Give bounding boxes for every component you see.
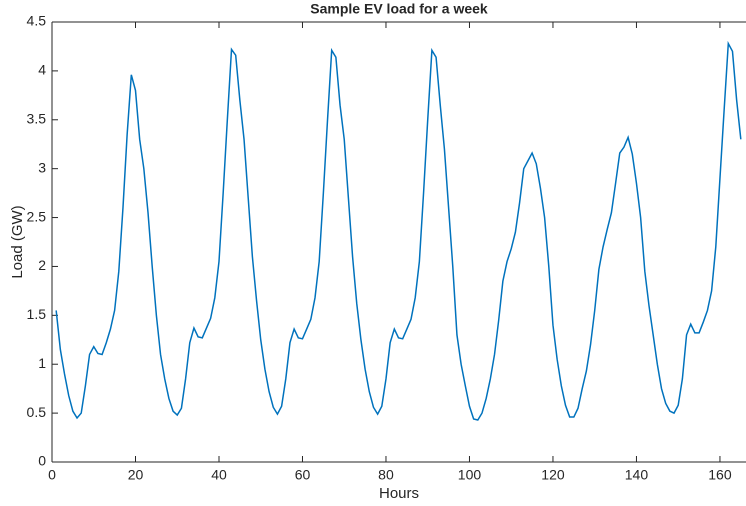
y-tick-label: 2 <box>38 257 46 273</box>
plot-area <box>52 22 746 462</box>
y-tick-label: 1 <box>38 355 46 371</box>
x-tick-label: 40 <box>211 467 227 483</box>
y-tick-label: 4 <box>38 62 46 78</box>
data-line <box>55 40 742 421</box>
x-tick-label: 60 <box>295 467 311 483</box>
x-tick-label: 20 <box>128 467 144 483</box>
y-tick-label: 1.5 <box>27 306 47 322</box>
x-tick-label: 120 <box>541 467 565 483</box>
x-tick-label: 140 <box>625 467 649 483</box>
y-tick-label: 3.5 <box>27 110 47 126</box>
y-tick-label: 4.5 <box>27 13 47 29</box>
y-axis-label: Load (GW) <box>9 205 26 278</box>
y-tick-label: 2.5 <box>27 208 47 224</box>
x-tick-label: 160 <box>708 467 732 483</box>
y-tick-label: 0 <box>38 453 46 469</box>
y-tick-label: 3 <box>38 159 46 175</box>
y-tick-label: 0.5 <box>27 404 47 420</box>
x-tick-label: 80 <box>378 467 394 483</box>
x-tick-label: 0 <box>48 467 56 483</box>
x-tick-label: 100 <box>458 467 482 483</box>
chart-title: Sample EV load for a week <box>310 1 488 17</box>
x-axis-label: Hours <box>379 485 419 502</box>
